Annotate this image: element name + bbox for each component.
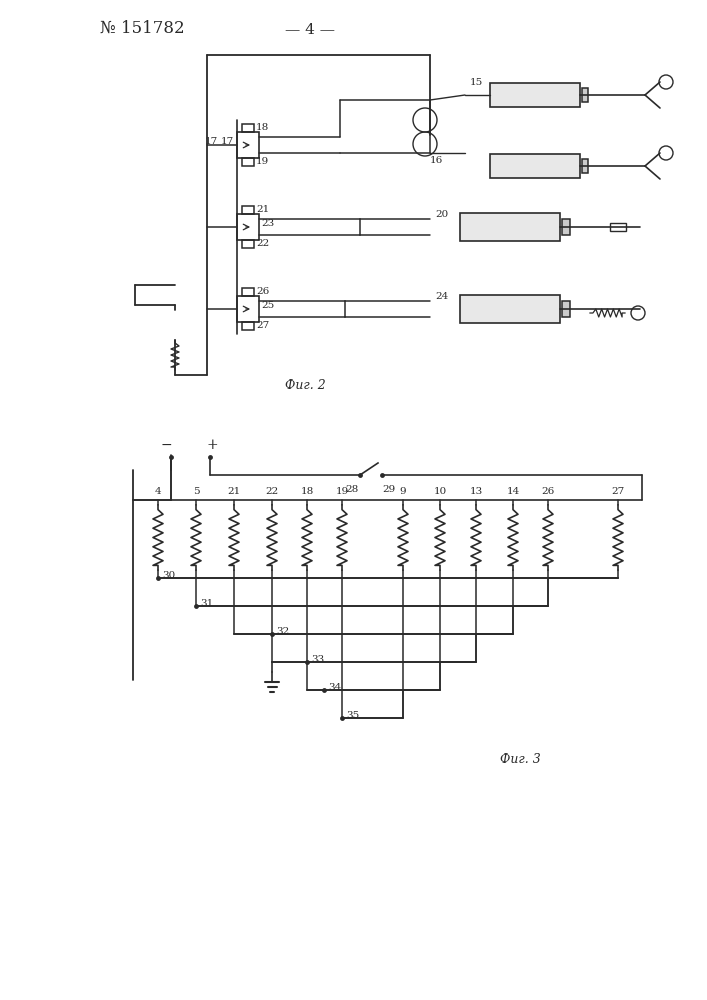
Bar [460, 295, 560, 323]
Text: 30: 30 [162, 572, 175, 580]
Text: 21: 21 [228, 487, 240, 496]
Text: 33: 33 [311, 656, 325, 664]
Bar [237, 132, 259, 158]
Text: 9: 9 [399, 487, 407, 496]
Text: 13: 13 [469, 487, 483, 496]
Text: 35: 35 [346, 712, 359, 720]
Bar [562, 301, 570, 317]
Text: 18: 18 [300, 487, 314, 496]
Bar [582, 88, 588, 102]
Bar [610, 223, 626, 231]
Text: 25: 25 [261, 300, 274, 310]
Text: 32: 32 [276, 628, 289, 637]
Text: 28: 28 [346, 485, 358, 494]
Bar [237, 296, 259, 322]
Text: 29: 29 [382, 485, 395, 494]
Text: 5: 5 [193, 487, 199, 496]
Text: 22: 22 [265, 487, 279, 496]
Text: 14: 14 [506, 487, 520, 496]
Text: 17: 17 [221, 137, 234, 146]
Text: +: + [206, 438, 218, 452]
Text: −: − [160, 438, 172, 452]
Text: 26: 26 [256, 288, 269, 296]
Bar [242, 158, 254, 166]
Bar [242, 124, 254, 132]
Text: 17: 17 [205, 137, 218, 146]
Bar [460, 213, 560, 241]
Text: 27: 27 [612, 487, 624, 496]
Text: Фиг. 2: Фиг. 2 [285, 379, 325, 392]
Bar [562, 219, 570, 235]
Text: 10: 10 [433, 487, 447, 496]
Bar [242, 322, 254, 330]
Text: 34: 34 [328, 684, 341, 692]
Bar [242, 240, 254, 248]
Text: 31: 31 [200, 599, 214, 608]
Text: 19: 19 [256, 157, 269, 166]
Text: Фиг. 3: Фиг. 3 [500, 753, 541, 766]
Bar [490, 83, 580, 107]
Text: 22: 22 [256, 239, 269, 248]
Bar [582, 159, 588, 173]
Text: 24: 24 [435, 292, 448, 301]
Text: 26: 26 [542, 487, 554, 496]
Text: 19: 19 [335, 487, 349, 496]
Text: 15: 15 [470, 78, 484, 87]
Text: 21: 21 [256, 206, 269, 215]
Text: № 151782: № 151782 [100, 20, 185, 37]
Bar [242, 206, 254, 214]
Text: — 4 —: — 4 — [285, 23, 335, 37]
Text: 27: 27 [256, 322, 269, 330]
Bar [237, 214, 259, 240]
Text: 4: 4 [155, 487, 161, 496]
Text: 23: 23 [261, 219, 274, 228]
Text: 20: 20 [435, 210, 448, 219]
Text: 16: 16 [430, 156, 443, 165]
Bar [490, 154, 580, 178]
Text: 18: 18 [256, 123, 269, 132]
Bar [242, 288, 254, 296]
